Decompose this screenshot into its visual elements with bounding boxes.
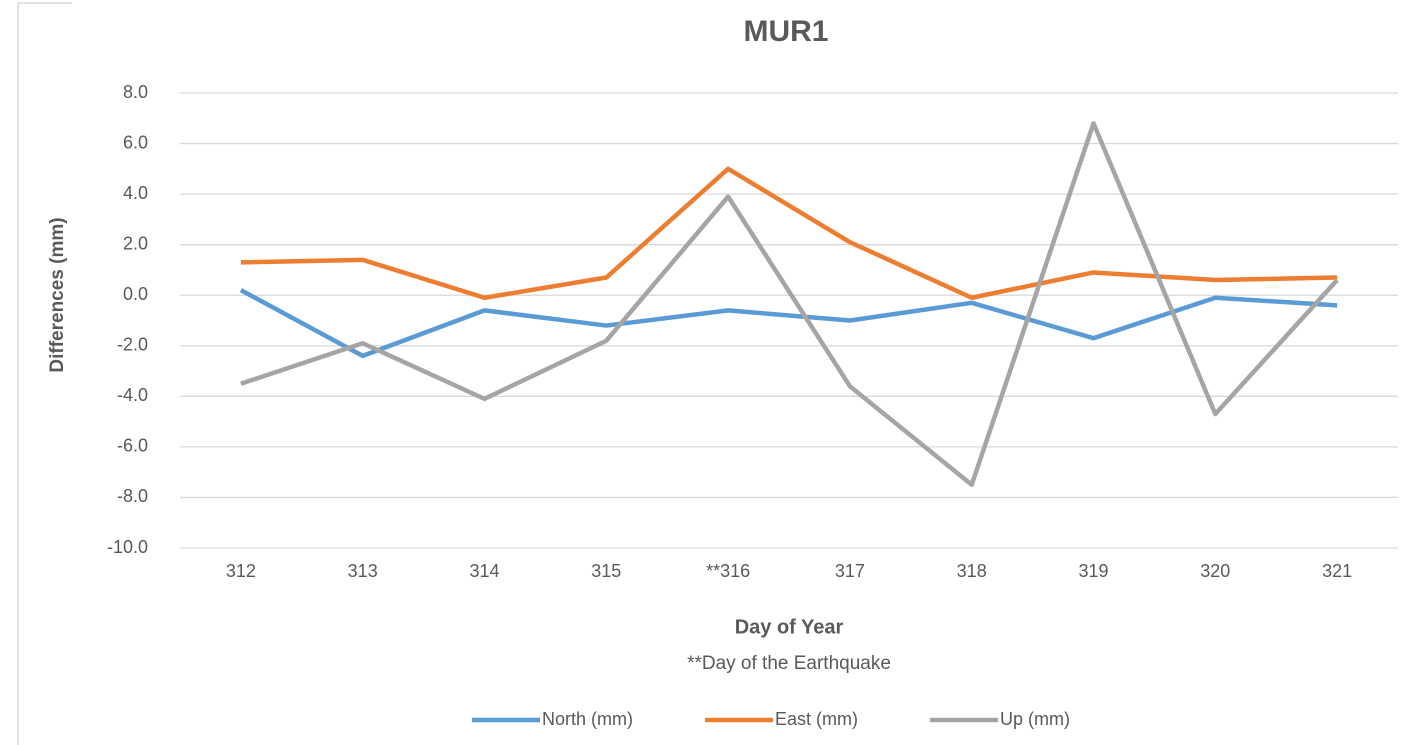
y-tick-label: 4.0 bbox=[123, 183, 148, 203]
series-line bbox=[240, 166, 1338, 300]
y-tick-label: 8.0 bbox=[123, 82, 148, 102]
annotation: **Day of the Earthquake bbox=[687, 653, 891, 674]
y-tick-label: 2.0 bbox=[123, 233, 148, 253]
x-tick-label: 320 bbox=[1200, 561, 1230, 581]
y-tick-label: 6.0 bbox=[123, 132, 148, 152]
x-tick-label: 313 bbox=[348, 561, 378, 581]
y-tick-label: 0.0 bbox=[123, 284, 148, 304]
y-tick-label: -8.0 bbox=[117, 486, 148, 506]
x-tick-label: **316 bbox=[706, 561, 750, 581]
chart-frame bbox=[17, 2, 72, 745]
y-tick-label: -2.0 bbox=[117, 335, 148, 355]
legend-label: East (mm) bbox=[775, 709, 858, 729]
y-tick-label: -6.0 bbox=[117, 436, 148, 456]
y-tick-label: -4.0 bbox=[117, 385, 148, 405]
y-tick-label: -10.0 bbox=[107, 537, 148, 557]
x-tick-label: 317 bbox=[835, 561, 865, 581]
x-tick-label: 312 bbox=[226, 561, 256, 581]
series-line bbox=[240, 121, 1339, 488]
y-axis-label: Differences (mm) bbox=[47, 217, 68, 372]
legend-label: Up (mm) bbox=[1000, 709, 1070, 729]
x-tick-label: 321 bbox=[1322, 561, 1352, 581]
legend-label: North (mm) bbox=[542, 709, 633, 729]
chart-title: MUR1 bbox=[743, 15, 828, 48]
x-tick-label: 314 bbox=[469, 561, 499, 581]
x-tick-label: 318 bbox=[957, 561, 987, 581]
x-axis-label: Day of Year bbox=[735, 616, 844, 638]
series-line bbox=[239, 288, 1338, 359]
x-tick-label: 315 bbox=[591, 561, 621, 581]
x-tick-label: 319 bbox=[1078, 561, 1108, 581]
